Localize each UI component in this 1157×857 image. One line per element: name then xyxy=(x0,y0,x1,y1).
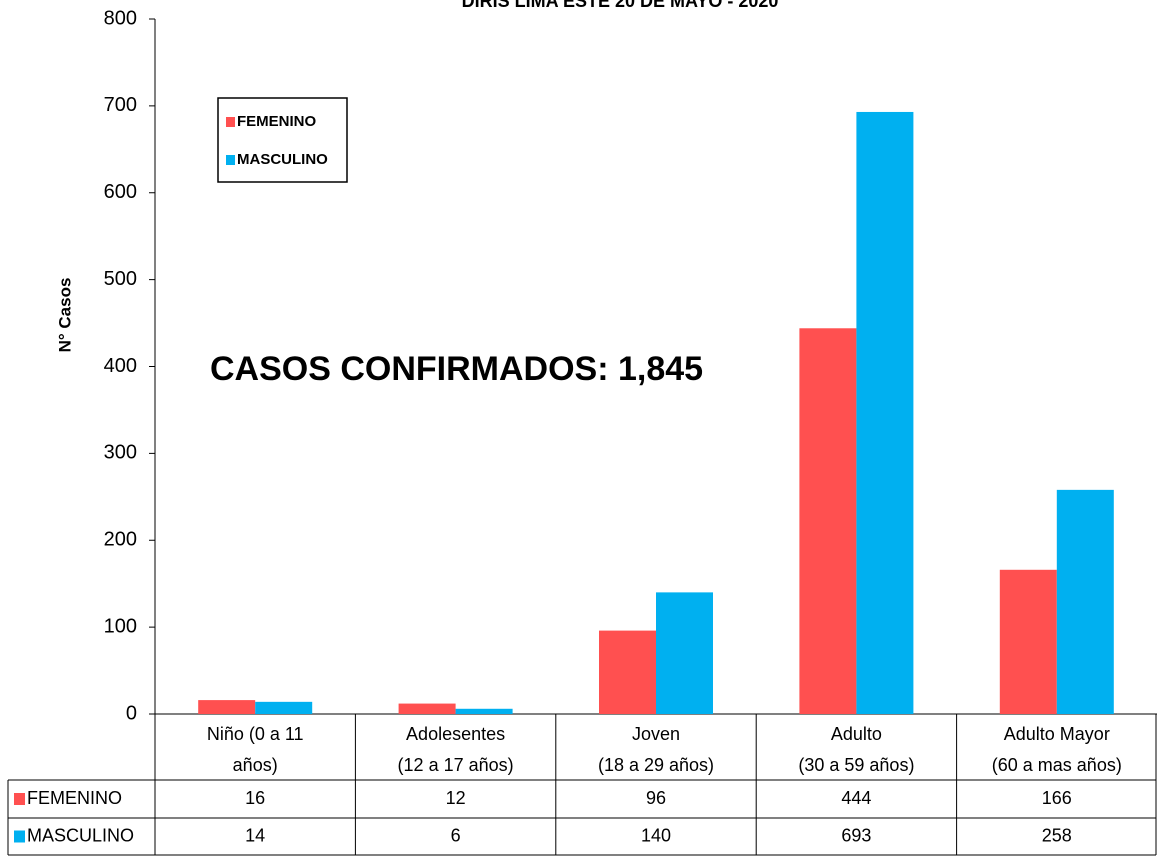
bar xyxy=(1056,489,1114,714)
x-tick-label: Adulto Mayor xyxy=(1004,724,1110,744)
legend-box xyxy=(217,97,348,183)
y-tick-label: 200 xyxy=(104,529,137,551)
bar xyxy=(198,700,256,714)
bar xyxy=(799,328,857,714)
table-value: 258 xyxy=(1042,825,1072,845)
table-value: 6 xyxy=(451,825,461,845)
table-value: 166 xyxy=(1042,788,1072,808)
table-swatch xyxy=(14,793,25,805)
bar xyxy=(856,111,914,715)
x-tick-label: Adolesentes xyxy=(406,724,505,744)
legend-swatch xyxy=(226,155,235,165)
y-tick-label: 700 xyxy=(104,94,137,116)
bar xyxy=(255,701,313,714)
legend-label: MASCULINO xyxy=(237,151,328,168)
y-axis-label: N° Casos xyxy=(55,278,74,353)
chart-title: DIRIS LIMA ESTE 20 DE MAYO - 2020 xyxy=(462,0,779,11)
x-tick-label: (60 a mas años) xyxy=(992,755,1122,775)
y-tick-label: 400 xyxy=(104,355,137,377)
table-value: 444 xyxy=(841,788,871,808)
table-value: 16 xyxy=(245,788,265,808)
table-row-label: FEMENINO xyxy=(27,788,122,808)
legend-label: FEMENINO xyxy=(237,113,317,130)
x-tick-label: (30 a 59 años) xyxy=(798,755,914,775)
y-tick-label: 0 xyxy=(126,702,137,724)
x-tick-label: Adulto xyxy=(831,724,882,744)
y-tick-label: 800 xyxy=(104,7,137,29)
table-value: 140 xyxy=(641,825,671,845)
table-value: 14 xyxy=(245,825,265,845)
bar xyxy=(999,569,1057,714)
bar xyxy=(656,592,713,714)
y-tick-label: 300 xyxy=(104,442,137,464)
legend-swatch xyxy=(226,117,235,127)
annotation: CASOS CONFIRMADOS: 1,845 xyxy=(210,350,703,388)
x-tick-label: años) xyxy=(233,755,278,775)
x-tick-label: (18 a 29 años) xyxy=(598,755,714,775)
y-tick-label: 100 xyxy=(104,615,137,637)
bar xyxy=(398,703,456,714)
table-value: 693 xyxy=(841,825,871,845)
table-swatch xyxy=(14,830,25,843)
x-tick-label: Joven xyxy=(632,724,680,744)
bar xyxy=(455,708,513,714)
x-tick-label: (12 a 17 años) xyxy=(398,755,514,775)
table-value: 96 xyxy=(646,788,666,808)
y-tick-label: 500 xyxy=(104,268,137,290)
table-value: 12 xyxy=(446,788,466,808)
bar xyxy=(599,630,656,714)
table-row-label: MASCULINO xyxy=(27,825,134,845)
y-tick-label: 600 xyxy=(104,181,137,203)
x-tick-label: Niño (0 a 11 xyxy=(207,724,304,744)
